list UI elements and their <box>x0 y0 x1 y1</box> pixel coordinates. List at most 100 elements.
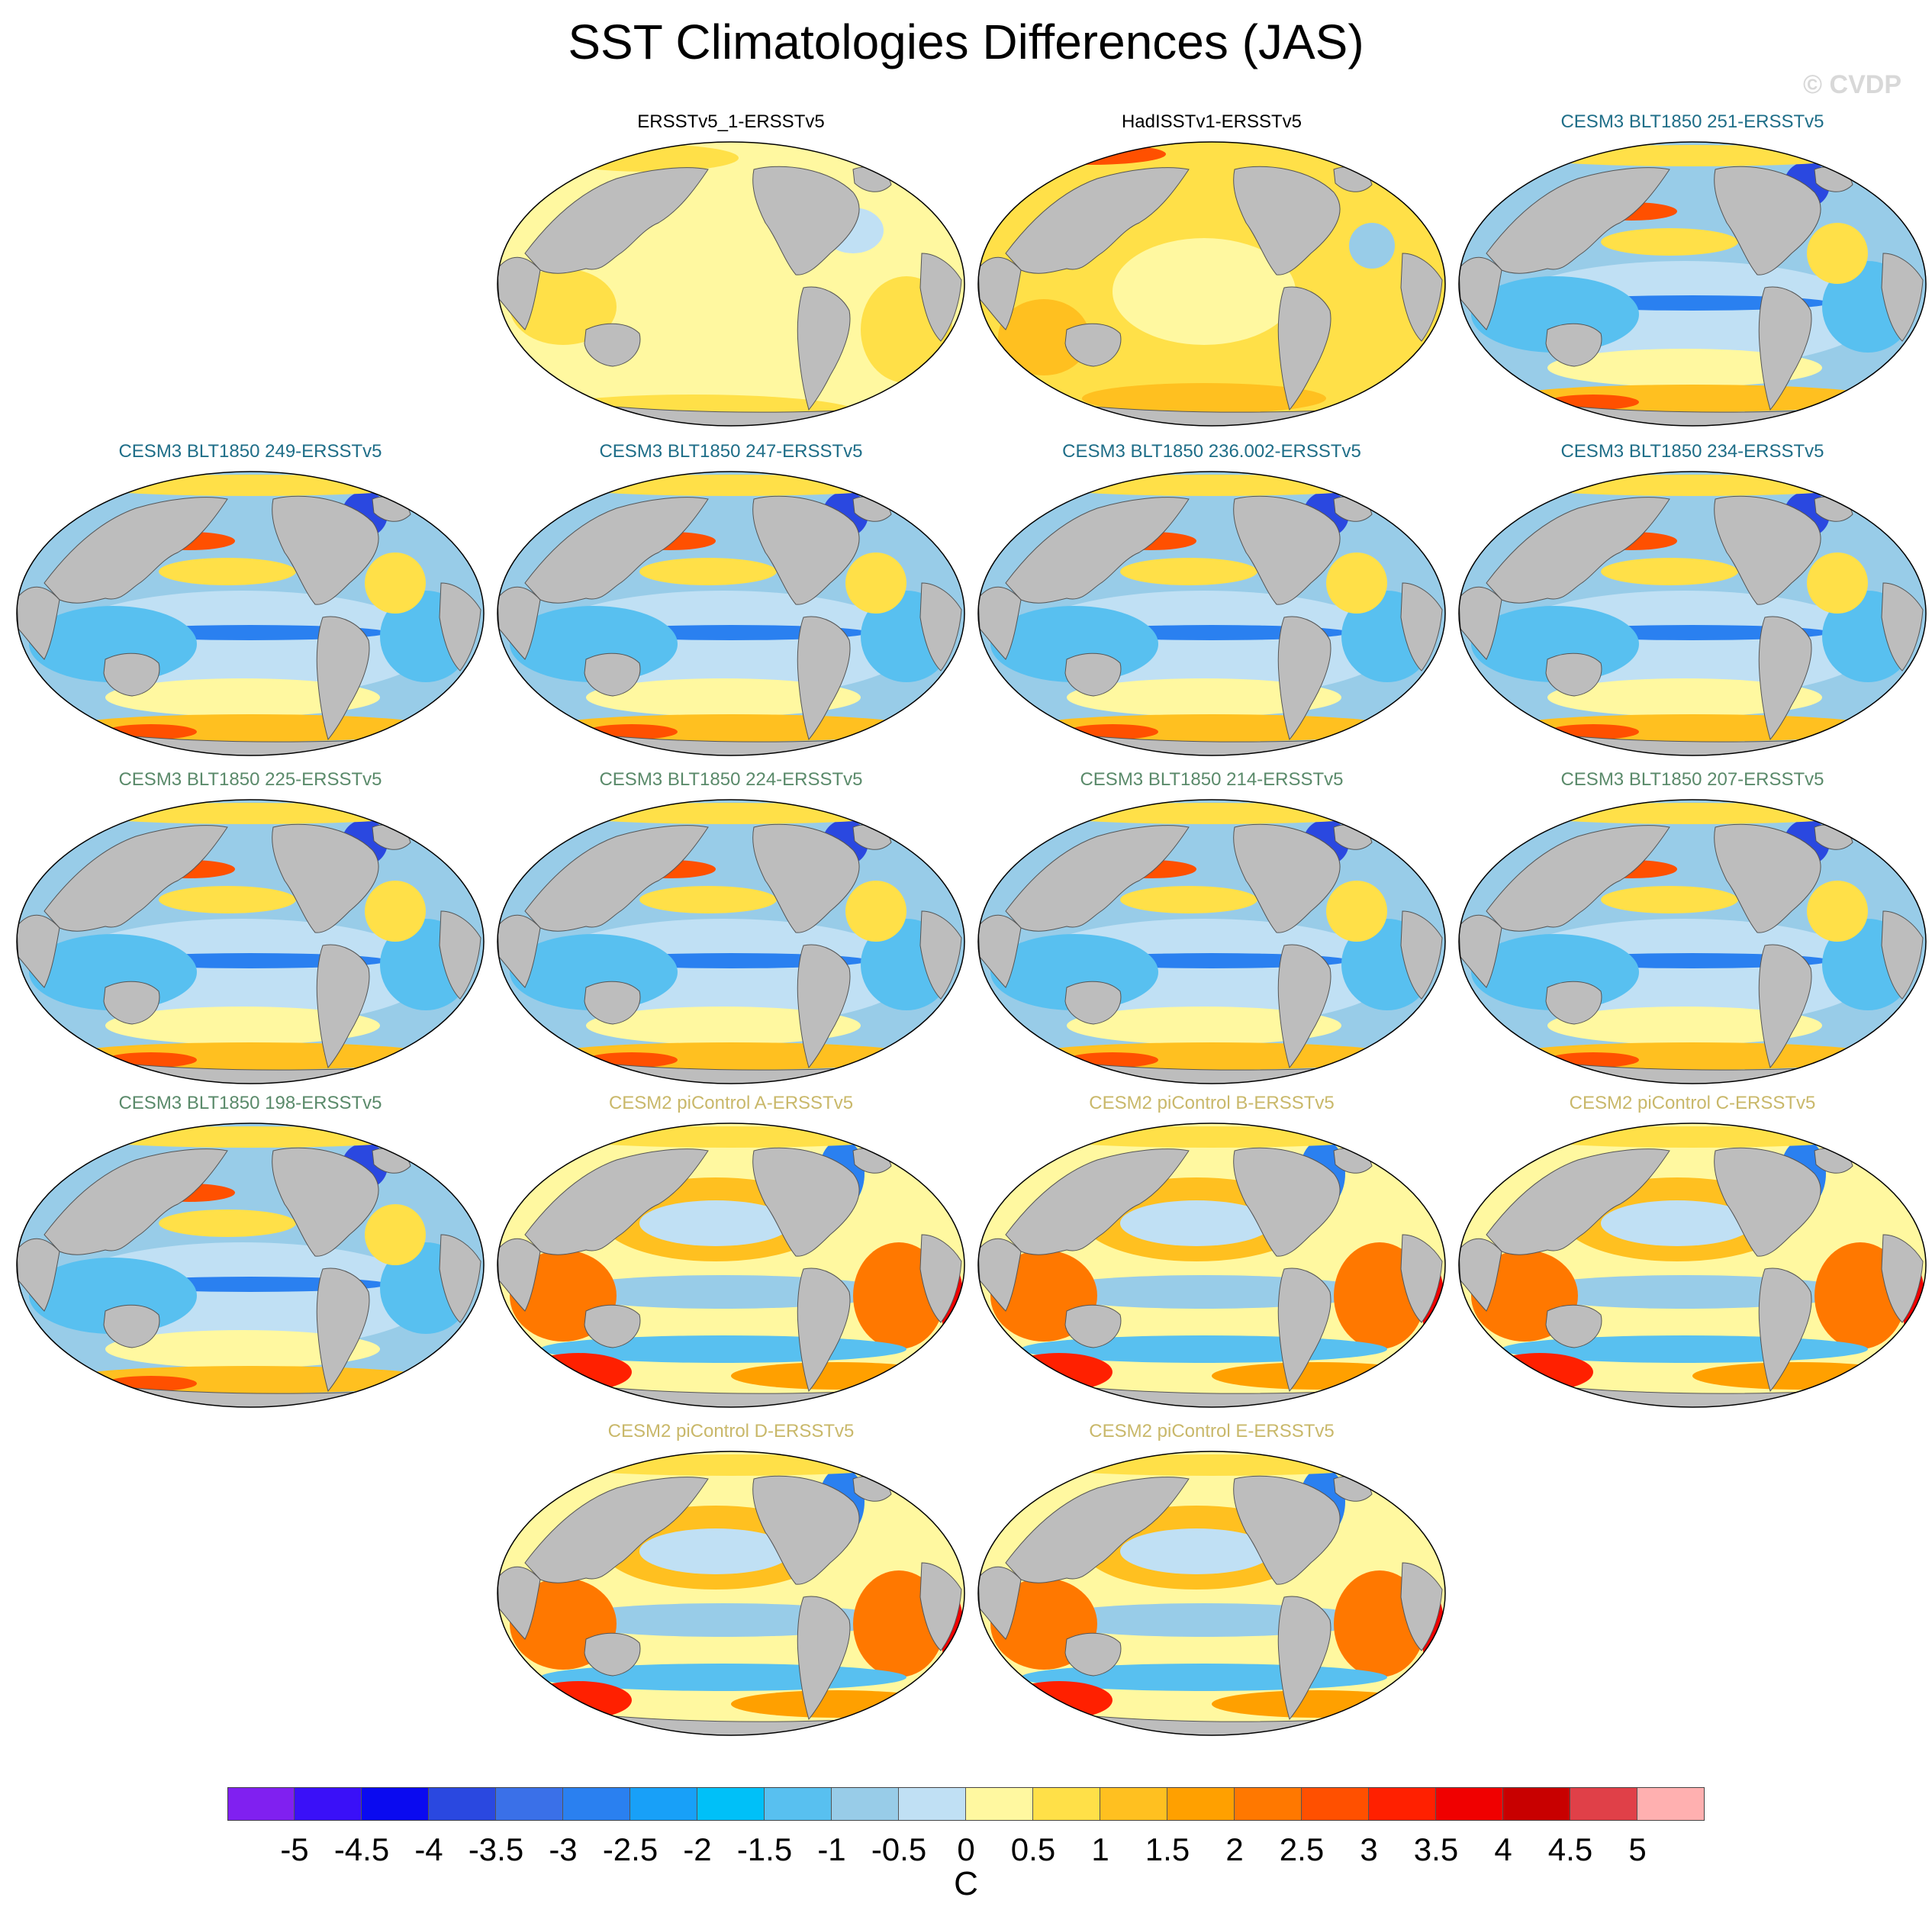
land-mask <box>272 823 379 933</box>
land-mask <box>1881 253 1924 342</box>
land-mask <box>103 981 160 1025</box>
land-mask <box>752 166 860 275</box>
land-mask <box>272 1147 379 1257</box>
land-mask <box>752 823 860 933</box>
land-mask <box>1459 586 1502 660</box>
sst-difference-map <box>977 141 1446 427</box>
land-mask <box>524 1148 709 1255</box>
colorbar-tick-label: 1 <box>1091 1831 1109 1867</box>
map-panel-title: CESM3 BLT1850 198-ERSSTv5 <box>118 1093 382 1113</box>
colorbar-swatch <box>697 1787 765 1821</box>
land-mask <box>1881 1234 1924 1323</box>
map-panel: CESM2 piControl D-ERSSTv5 <box>494 1421 968 1741</box>
map-panel: CESM2 piControl C-ERSSTv5 <box>1456 1093 1929 1413</box>
sst-difference-map <box>16 799 485 1084</box>
map-panel: CESM3 BLT1850 251-ERSSTv5 <box>1456 111 1929 432</box>
colorbar-swatch <box>630 1787 697 1821</box>
map-panel-title: HadISSTv1-ERSSTv5 <box>1121 111 1302 132</box>
land-mask <box>497 1566 541 1640</box>
sst-difference-map <box>977 799 1446 1084</box>
land-mask <box>1758 286 1812 411</box>
land-mask <box>1005 1477 1190 1583</box>
sst-difference-map <box>16 1123 485 1408</box>
land-mask <box>497 256 541 330</box>
colorbar-swatch <box>429 1787 496 1821</box>
land-mask <box>797 1596 851 1721</box>
map-panel-title: CESM3 BLT1850 225-ERSSTv5 <box>118 769 382 790</box>
colorbar-tick-label: 5 <box>1628 1831 1647 1867</box>
map-panel-title: CESM3 BLT1850 234-ERSSTv5 <box>1560 441 1824 462</box>
colorbar-tick-label: -1 <box>817 1831 846 1867</box>
land-mask <box>439 582 481 672</box>
sst-difference-map <box>497 141 965 427</box>
land-mask <box>439 910 481 1000</box>
land-mask <box>1545 1304 1602 1348</box>
colorbar-swatch <box>496 1787 563 1821</box>
map-panel: CESM3 BLT1850 207-ERSSTv5 <box>1456 769 1929 1090</box>
land-mask <box>1486 825 1670 932</box>
land-mask <box>1400 253 1443 342</box>
map-panel-title: CESM2 piControl B-ERSSTv5 <box>1089 1093 1335 1113</box>
land-mask <box>524 167 709 274</box>
colorbar-swatch <box>1033 1787 1100 1821</box>
map-panel-title: CESM2 piControl D-ERSSTv5 <box>607 1421 855 1441</box>
land-mask <box>1400 1234 1443 1323</box>
colorbar-frame <box>227 1787 1705 1821</box>
colorbar-tick-label: 0.5 <box>1010 1831 1056 1867</box>
land-mask <box>43 825 228 932</box>
land-mask <box>43 1148 228 1255</box>
colorbar-swatch <box>1100 1787 1167 1821</box>
land-mask <box>752 495 860 605</box>
colorbar-swatch <box>1302 1787 1369 1821</box>
colorbar-swatch <box>1369 1787 1436 1821</box>
map-panel-title: CESM3 BLT1850 207-ERSSTv5 <box>1560 769 1824 790</box>
map-panel-title: CESM3 BLT1850 249-ERSSTv5 <box>118 441 382 462</box>
land-mask <box>752 1147 860 1257</box>
colorbar-tick-label: -4.5 <box>333 1831 390 1867</box>
map-panel: HadISSTv1-ERSSTv5 <box>975 111 1448 432</box>
colorbar-tick-label: -3 <box>549 1831 578 1867</box>
land-mask <box>439 1234 481 1323</box>
colorbar-tick-label: 1.5 <box>1145 1831 1190 1867</box>
map-panel-title: CESM2 piControl C-ERSSTv5 <box>1569 1093 1816 1113</box>
colorbar-swatch <box>966 1787 1033 1821</box>
colorbar-units: C <box>954 1865 978 1902</box>
land-mask <box>1459 914 1502 988</box>
land-mask <box>1005 167 1190 274</box>
land-mask <box>1714 495 1821 605</box>
sst-difference-map <box>497 471 965 756</box>
colorbar-swatch <box>563 1787 630 1821</box>
land-mask <box>1064 323 1122 367</box>
sst-difference-map <box>1458 1123 1927 1408</box>
colorbar-tick-label: 0 <box>957 1831 975 1867</box>
colorbar-tick-label: -3.5 <box>468 1831 524 1867</box>
land-mask <box>919 253 962 342</box>
land-mask <box>1277 286 1331 411</box>
figure-title: SST Climatologies Differences (JAS) <box>568 14 1364 69</box>
colorbar-swatch <box>1503 1787 1570 1821</box>
land-mask <box>1459 1238 1502 1312</box>
sst-difference-map <box>497 1451 965 1736</box>
land-mask <box>316 944 370 1069</box>
land-mask <box>497 1238 541 1312</box>
land-mask <box>1758 1268 1812 1393</box>
colorbar-tick-label: -0.5 <box>871 1831 927 1867</box>
land-mask <box>584 652 641 697</box>
land-mask <box>978 1566 1022 1640</box>
land-mask <box>1400 582 1443 672</box>
colorbar-swatch <box>227 1787 295 1821</box>
colorbar-swatch <box>832 1787 899 1821</box>
land-mask <box>1064 981 1122 1025</box>
colorbar-tick-label: -2 <box>683 1831 712 1867</box>
land-mask <box>1459 256 1502 330</box>
land-mask <box>1400 1562 1443 1651</box>
colorbar-swatch <box>1235 1787 1302 1821</box>
land-mask <box>497 914 541 988</box>
land-mask <box>1545 323 1602 367</box>
colorbar-swatch <box>1436 1787 1503 1821</box>
land-mask <box>752 1475 860 1585</box>
land-mask <box>797 286 851 411</box>
map-panel: CESM2 piControl E-ERSSTv5 <box>975 1421 1448 1741</box>
map-panel-title: CESM3 BLT1850 236.002-ERSSTv5 <box>1062 441 1361 462</box>
land-mask <box>103 1304 160 1348</box>
